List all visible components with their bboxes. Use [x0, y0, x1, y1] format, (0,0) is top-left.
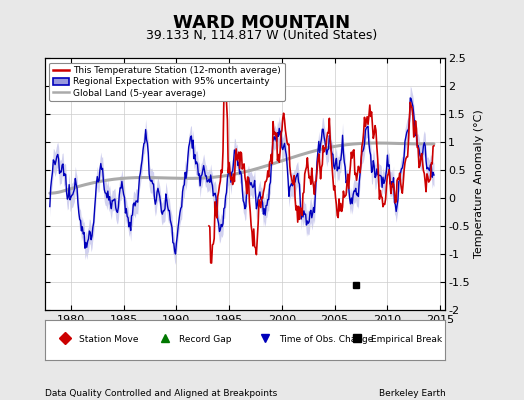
Text: 39.133 N, 114.817 W (United States): 39.133 N, 114.817 W (United States) — [146, 29, 378, 42]
Text: Station Move: Station Move — [79, 336, 138, 344]
Text: Berkeley Earth: Berkeley Earth — [379, 389, 445, 398]
Text: WARD MOUNTAIN: WARD MOUNTAIN — [173, 14, 351, 32]
Legend: This Temperature Station (12-month average), Regional Expectation with 95% uncer: This Temperature Station (12-month avera… — [49, 62, 285, 101]
Text: Record Gap: Record Gap — [179, 336, 231, 344]
Y-axis label: Temperature Anomaly (°C): Temperature Anomaly (°C) — [474, 110, 484, 258]
Text: Empirical Break: Empirical Break — [371, 336, 442, 344]
Text: Data Quality Controlled and Aligned at Breakpoints: Data Quality Controlled and Aligned at B… — [45, 389, 277, 398]
Text: Time of Obs. Change: Time of Obs. Change — [279, 336, 374, 344]
